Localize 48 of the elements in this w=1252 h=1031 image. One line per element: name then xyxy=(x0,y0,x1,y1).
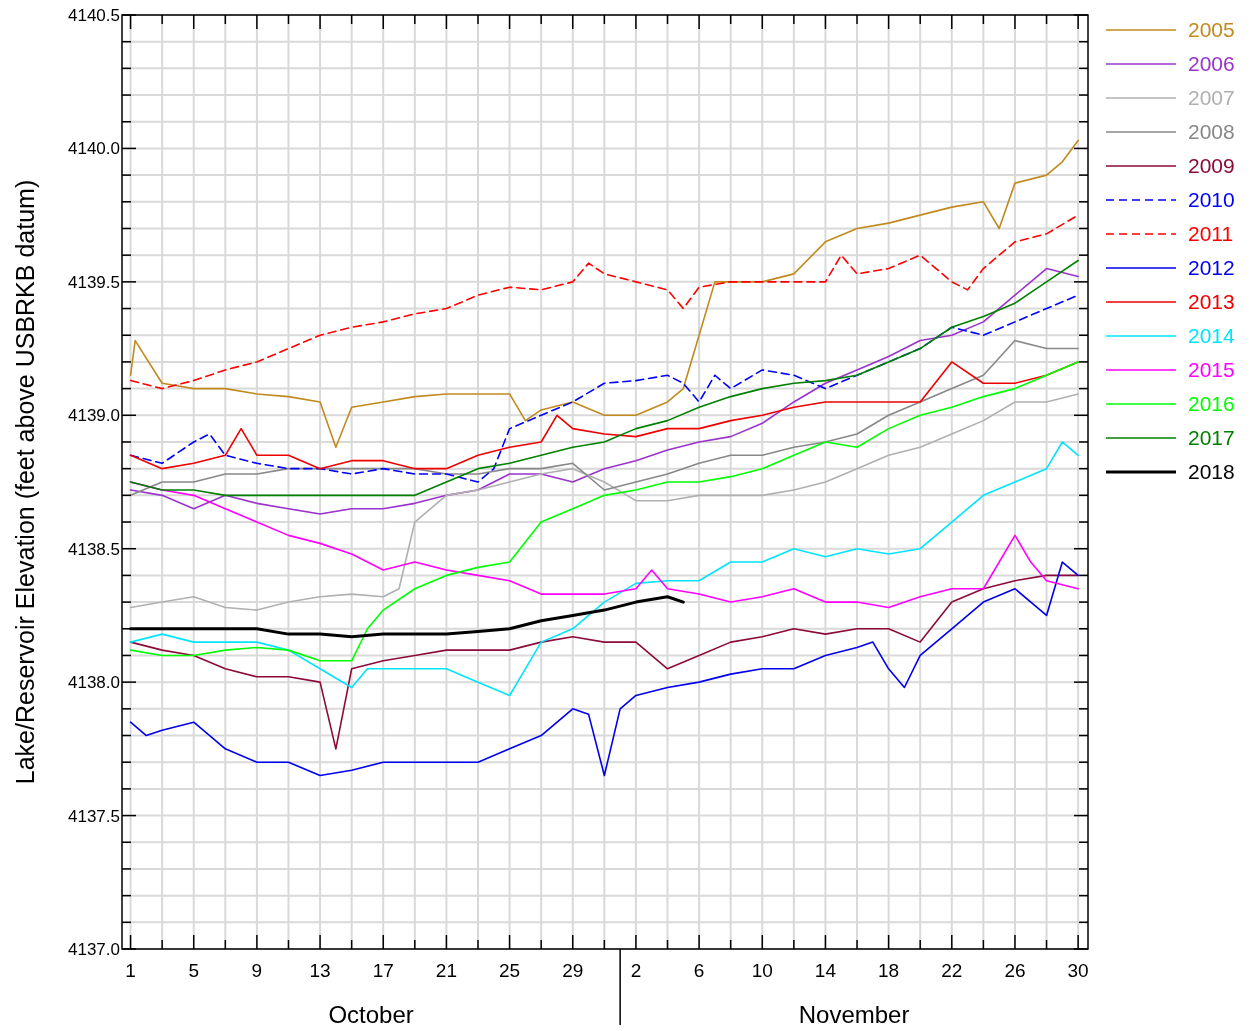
y-tick-label: 4138.5 xyxy=(68,539,120,559)
line-series xyxy=(129,361,1079,662)
legend-label: 2017 xyxy=(1188,426,1235,450)
x-tick-label: 14 xyxy=(814,960,837,981)
x-tick-label: 17 xyxy=(372,960,394,981)
y-tick-label: 4140.5 xyxy=(68,5,120,25)
y-axis-title: Lake/Reservoir Elevation (feet above USBRKB datum) xyxy=(11,179,39,785)
x-tick-label: 10 xyxy=(751,960,773,981)
y-tick-label: 4137.5 xyxy=(68,806,120,826)
legend-label: 2013 xyxy=(1188,290,1235,314)
legend-label: 2018 xyxy=(1188,460,1235,484)
y-tick-label: 4139.0 xyxy=(68,406,120,426)
legend-label: 2009 xyxy=(1188,154,1235,178)
legend-label: 2010 xyxy=(1188,188,1235,212)
y-tick-label: 4139.5 xyxy=(68,272,120,292)
line-series xyxy=(129,561,1079,777)
x-tick-label: 21 xyxy=(435,960,457,981)
legend-label: 2005 xyxy=(1188,18,1235,42)
legend-label: 2012 xyxy=(1188,256,1235,280)
y-tick-label: 4137.0 xyxy=(68,939,120,959)
x-tick-label: 18 xyxy=(878,960,900,981)
legend-label: 2008 xyxy=(1188,120,1235,144)
x-tick-label: 25 xyxy=(499,960,521,981)
y-tick-label: 4138.0 xyxy=(68,673,120,693)
x-tick-label: 1 xyxy=(125,960,136,981)
text: October xyxy=(328,1001,414,1028)
x-tick-label: 26 xyxy=(1004,960,1026,981)
line-series xyxy=(129,574,1079,750)
line-series xyxy=(129,393,1079,611)
x-tick-label: 6 xyxy=(693,960,705,981)
text: November xyxy=(798,1001,910,1028)
x-tick-label: 29 xyxy=(562,960,584,981)
line-series xyxy=(129,339,1079,497)
legend-label: 2015 xyxy=(1188,358,1235,382)
legend-label: 2007 xyxy=(1188,86,1235,110)
x-tick-label: 2 xyxy=(630,960,642,981)
legend-label: 2006 xyxy=(1188,52,1235,76)
x-tick-label: 5 xyxy=(188,960,200,981)
x-tick-label: 22 xyxy=(941,960,963,981)
line-series xyxy=(129,214,1079,390)
y-tick-label: 4140.0 xyxy=(68,139,120,159)
x-tick-label: 13 xyxy=(309,960,331,981)
x-tick-label: 9 xyxy=(251,960,263,981)
x-tick-label: 30 xyxy=(1067,960,1089,981)
legend-label: 2011 xyxy=(1188,222,1234,246)
line-series xyxy=(129,441,1079,697)
legend-label: 2016 xyxy=(1188,392,1235,416)
legend-label: 2014 xyxy=(1188,324,1236,348)
